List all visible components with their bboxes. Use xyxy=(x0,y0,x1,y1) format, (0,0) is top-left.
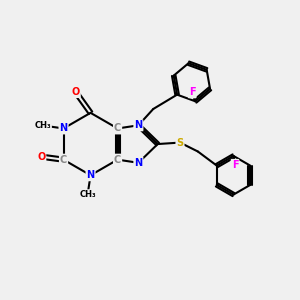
Text: C: C xyxy=(114,155,121,165)
Text: N: N xyxy=(59,124,68,134)
Text: N: N xyxy=(134,158,142,168)
Text: F: F xyxy=(189,87,196,97)
Text: CH₃: CH₃ xyxy=(79,190,96,199)
Text: F: F xyxy=(232,160,238,170)
Text: C: C xyxy=(60,155,67,165)
Text: C: C xyxy=(114,124,121,134)
Text: N: N xyxy=(86,170,94,180)
Text: CH₃: CH₃ xyxy=(34,121,51,130)
Text: O: O xyxy=(72,87,80,97)
Text: N: N xyxy=(134,120,142,130)
Text: S: S xyxy=(176,138,184,148)
Text: O: O xyxy=(37,152,45,162)
